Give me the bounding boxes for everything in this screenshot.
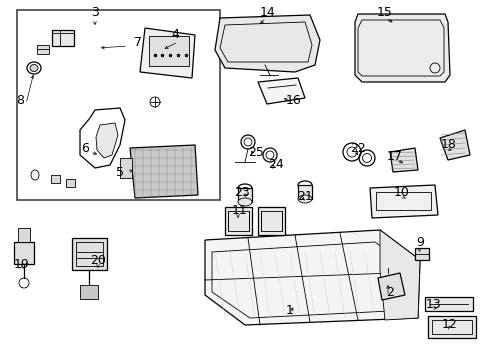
Bar	[76, 242, 103, 266]
Bar	[424, 297, 472, 311]
Polygon shape	[354, 14, 449, 82]
Text: 21: 21	[297, 190, 312, 203]
Text: 19: 19	[14, 258, 30, 271]
Bar	[149, 36, 189, 66]
Text: 11: 11	[232, 203, 247, 216]
Bar	[72, 238, 107, 270]
Ellipse shape	[30, 64, 38, 72]
Bar	[18, 228, 30, 242]
Bar	[37, 45, 49, 54]
Text: 16: 16	[285, 94, 301, 107]
Text: 14: 14	[260, 5, 275, 18]
Text: 8: 8	[16, 94, 24, 107]
Text: 10: 10	[393, 186, 409, 199]
Polygon shape	[389, 148, 417, 172]
Text: 4: 4	[171, 28, 179, 41]
Text: 22: 22	[349, 141, 365, 154]
Text: 23: 23	[234, 185, 249, 198]
Bar	[431, 320, 471, 334]
Ellipse shape	[238, 198, 251, 206]
Bar	[224, 207, 251, 235]
Ellipse shape	[297, 195, 311, 203]
Polygon shape	[258, 78, 305, 104]
Text: 15: 15	[376, 5, 392, 18]
Bar	[238, 188, 251, 202]
Bar	[261, 211, 282, 231]
Polygon shape	[140, 28, 195, 78]
Bar	[227, 211, 248, 231]
Text: 25: 25	[247, 145, 264, 158]
Text: 6: 6	[81, 141, 89, 154]
Text: 3: 3	[91, 5, 99, 18]
Text: 20: 20	[90, 253, 106, 266]
Polygon shape	[96, 123, 118, 158]
Polygon shape	[377, 273, 404, 300]
Polygon shape	[215, 15, 319, 72]
Bar	[427, 316, 475, 338]
Bar	[14, 242, 34, 264]
Bar	[120, 158, 132, 178]
Polygon shape	[369, 185, 437, 218]
Bar	[17, 10, 220, 200]
Text: 24: 24	[267, 158, 284, 171]
Bar	[258, 207, 285, 235]
Text: 12: 12	[441, 319, 457, 332]
Polygon shape	[204, 230, 419, 325]
Bar	[80, 285, 98, 299]
Text: 18: 18	[440, 139, 456, 152]
Text: 2: 2	[385, 287, 393, 300]
Polygon shape	[130, 145, 198, 198]
Bar	[297, 185, 311, 199]
Text: 13: 13	[425, 298, 441, 311]
Text: 9: 9	[415, 237, 423, 249]
Text: 17: 17	[386, 150, 402, 163]
Bar	[375, 192, 430, 210]
Bar	[52, 30, 74, 46]
Bar	[66, 179, 75, 187]
Polygon shape	[379, 230, 419, 320]
Bar	[414, 248, 428, 260]
Text: 1: 1	[285, 303, 293, 316]
Text: 5: 5	[116, 166, 124, 179]
Polygon shape	[439, 130, 469, 160]
Bar	[51, 175, 60, 183]
Text: 7: 7	[134, 36, 142, 49]
